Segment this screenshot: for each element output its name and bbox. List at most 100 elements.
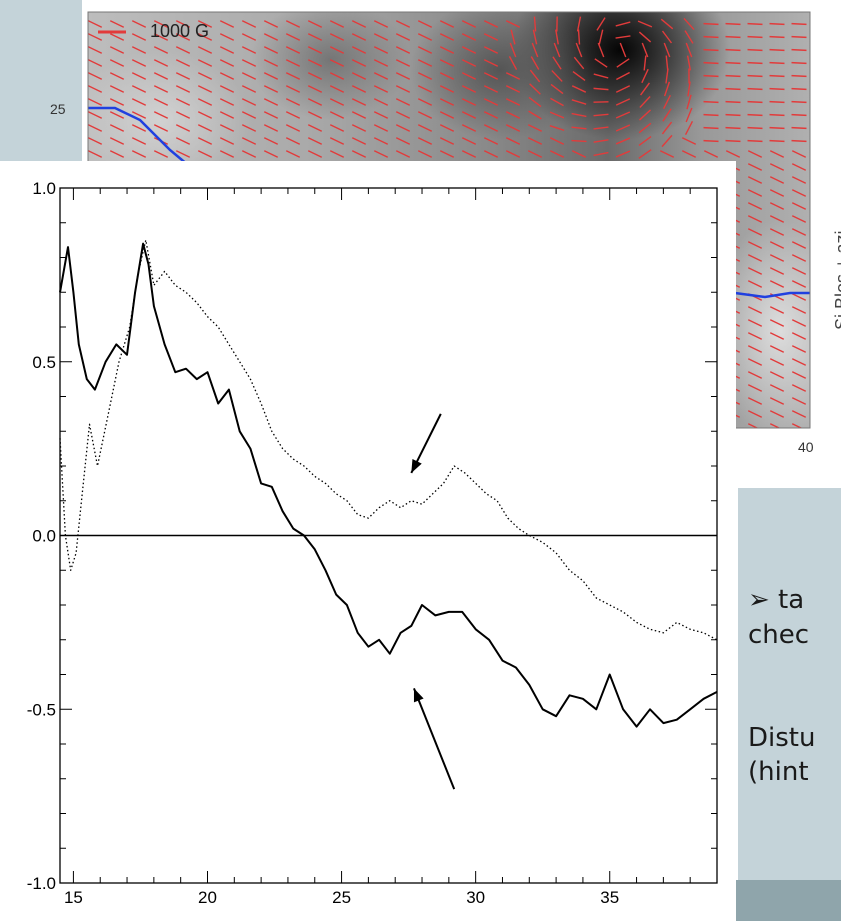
field-vector [197,59,213,67]
field-vector [109,20,125,28]
field-vector [329,33,345,41]
field-vector [685,42,693,58]
field-vector [219,59,235,67]
field-vector [681,150,697,158]
field-vector [747,358,763,366]
field-vector [131,85,147,93]
field-vector [285,72,301,80]
field-vector [263,98,279,106]
field-vector [725,113,741,117]
field-vector [791,319,807,327]
x-tick-label: 20 [198,888,217,907]
field-vector [791,87,807,91]
field-vector [725,126,741,130]
field-vector [747,74,763,78]
field-vector [791,48,807,52]
field-vector [791,74,807,78]
field-vector [747,397,763,405]
field-vector [395,98,411,106]
field-vector [395,150,411,158]
field-vector [769,332,785,340]
field-vector [175,85,191,93]
field-vector [241,124,257,132]
field-vector [769,358,785,366]
field-vector [373,98,389,106]
field-vector [791,113,807,117]
field-vector [791,126,807,130]
field-vector [285,59,301,67]
field-vector [395,20,411,28]
field-vector [175,46,191,54]
legend-label: 1000 G [150,21,209,41]
field-vector [263,46,279,54]
field-vector [527,124,543,132]
field-vector [615,137,631,145]
field-vector [665,68,669,84]
field-vector [219,111,235,119]
field-vector [769,267,785,275]
field-vector [769,74,785,78]
field-vector [725,87,741,91]
field-vector [351,33,367,41]
field-vector [791,306,807,314]
field-vector [703,48,719,52]
field-vector [596,17,606,31]
field-vector [439,124,455,132]
field-vector [175,150,191,158]
field-vector [285,137,301,145]
field-vector [88,124,103,132]
field-vector [769,254,785,262]
field-vector [791,150,807,158]
field-vector [687,81,691,97]
field-vector [597,42,605,58]
field-vector [769,306,785,314]
field-vector [791,358,807,366]
field-vector [553,42,561,58]
field-vector [197,124,213,132]
field-vector [505,72,521,80]
y-tick-label: -1.0 [27,874,56,893]
field-vector [197,33,213,41]
field-vector [747,126,763,130]
field-vector [747,113,763,117]
field-vector [791,163,807,171]
field-vector [307,124,323,132]
field-vector [175,59,191,67]
field-vector [351,20,367,28]
field-vector [747,87,763,91]
field-vector [598,29,604,45]
field-vector [88,20,103,28]
field-vector [638,109,652,121]
field-vector [593,73,609,79]
field-vector [175,72,191,80]
field-vector [153,33,169,41]
field-vector [747,384,763,392]
field-vector [549,125,565,131]
field-vector [769,319,785,327]
field-vector [637,20,653,28]
annotation-arrow [413,688,456,790]
field-vector [661,121,673,135]
field-vector [197,20,213,28]
field-vector [665,55,669,71]
field-vector [747,241,763,249]
field-vector [373,33,389,41]
field-vector [791,139,807,143]
field-vector [109,124,125,132]
field-vector [747,176,763,184]
field-vector [439,20,455,28]
field-vector [461,137,477,145]
field-vector [461,46,477,54]
field-vector [109,46,125,54]
field-vector [197,98,213,106]
field-vector [505,150,521,158]
field-vector [531,42,539,58]
field-vector [747,267,763,275]
field-vector [285,98,301,106]
field-vector [791,332,807,340]
field-vector [663,94,671,110]
field-vector [747,100,763,104]
field-vector [461,59,477,67]
field-vector [593,87,609,91]
field-vector [88,72,103,80]
